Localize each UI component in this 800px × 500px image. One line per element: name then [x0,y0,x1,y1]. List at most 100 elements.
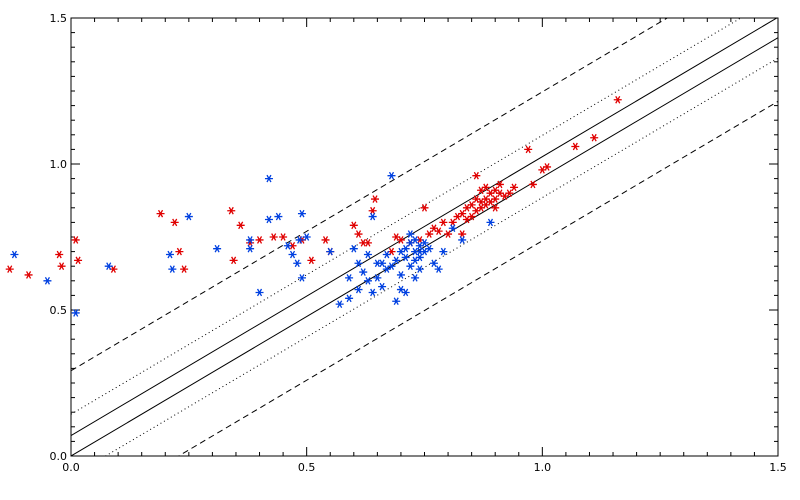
data-point [448,224,457,233]
data-point [359,268,368,276]
data-point [229,256,238,265]
data-point [335,300,344,308]
data-point [236,221,245,230]
y-tick-label: 1.0 [50,158,68,171]
data-point [505,189,514,198]
data-point [425,230,434,238]
data-point [387,262,396,271]
data-point [297,209,306,218]
data-point [349,221,358,230]
data-point [349,244,358,253]
data-point [279,233,288,241]
data-point [406,262,415,271]
x-tick-label: 0.5 [298,461,316,474]
data-point [590,133,599,142]
data-point [326,247,335,256]
data-point [401,244,410,253]
data-point [255,236,264,244]
data-point [307,256,316,265]
data-point [420,203,429,212]
data-point [264,215,273,224]
data-point [255,288,264,297]
data-point [444,230,453,238]
data-point [415,265,424,273]
data-point [392,297,401,306]
reference-line-dashed-4 [71,18,669,372]
y-tick-label: 0.0 [50,450,68,463]
data-point [472,171,481,180]
data-point [495,180,504,189]
reference-line-dotted-2 [71,18,742,415]
data-point [371,195,380,203]
data-point [467,201,476,209]
data-point [373,259,382,268]
data-point [246,244,255,253]
data-point [382,250,391,259]
data-point [156,209,165,218]
data-point [180,265,189,273]
data-point [543,163,552,171]
data-point [528,180,537,189]
data-point [401,288,410,297]
data-point [55,250,64,259]
y-tick-label: 1.5 [50,12,68,25]
data-point [363,276,372,285]
data-point [462,215,471,224]
reference-line-dotted-3 [104,57,778,456]
data-point [184,212,193,221]
data-point [10,250,19,259]
data-point [297,274,306,282]
reference-lines [71,18,778,456]
data-point [368,206,377,215]
data-point [104,262,113,271]
data-point [439,218,448,227]
data-point [293,259,302,268]
reference-line-solid-0 [71,37,778,456]
data-point [420,239,429,247]
data-point [571,142,580,151]
axis-ticks [70,17,779,457]
data-point [170,218,179,227]
data-point [295,236,304,244]
data-point [481,183,490,192]
series-0 [5,95,622,279]
data-point [458,230,467,238]
data-point [491,195,500,203]
data-point [71,236,80,244]
data-point [396,236,405,244]
data-point [24,271,33,279]
data-point [510,183,519,192]
data-point [458,209,467,218]
data-point [363,239,372,247]
data-point [269,233,278,241]
data-point [283,241,292,250]
data-point [486,218,495,227]
data-point [321,236,330,244]
x-tick-label: 1.5 [769,461,787,474]
data-point [401,253,410,262]
data-point [439,247,448,256]
reference-line-dashed-5 [177,100,778,456]
data-point [425,244,434,253]
data-point [264,174,273,183]
data-point [274,212,283,221]
data-point [472,206,481,215]
data-point [168,265,177,273]
data-point [165,250,174,259]
data-point [213,244,222,253]
data-point [396,271,405,279]
data-point [71,309,80,317]
data-point [378,282,387,291]
data-point [429,259,438,268]
data-point [57,262,66,271]
series-1 [10,171,495,317]
reference-line-solid-1 [71,18,778,436]
data-point [5,265,14,273]
data-point [368,212,377,221]
x-tick-label: 0.0 [62,461,80,474]
data-point [227,206,236,215]
data-point [434,265,443,273]
data-point [288,250,297,259]
data-point [458,236,467,244]
